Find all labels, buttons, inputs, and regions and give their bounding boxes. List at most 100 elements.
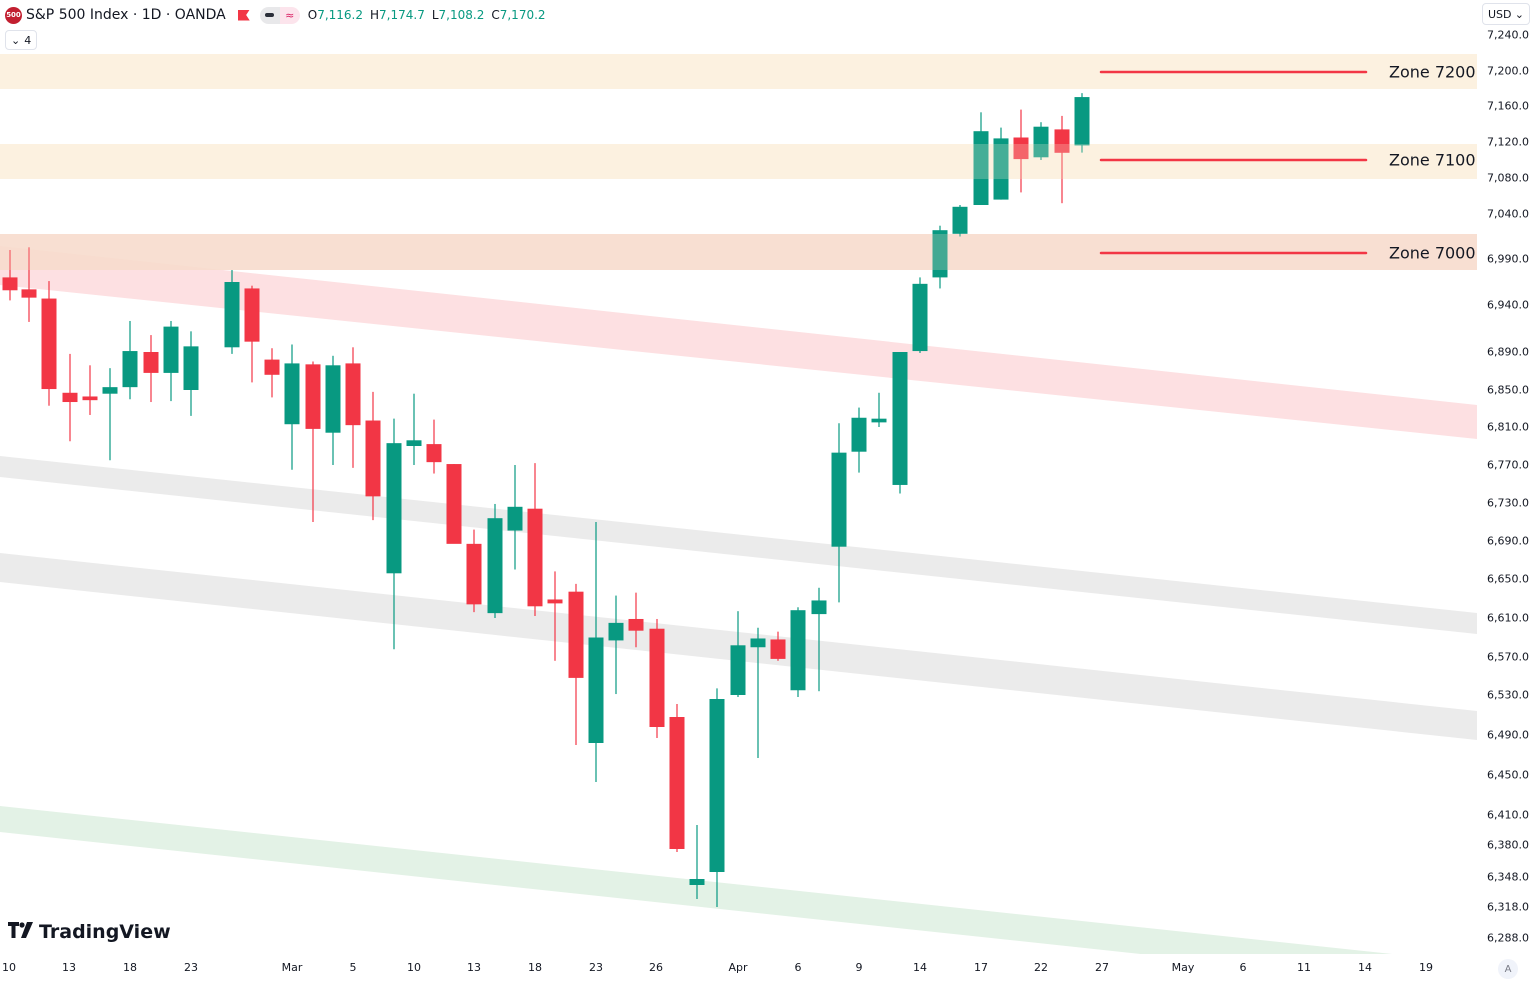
candle[interactable] — [1033, 122, 1049, 160]
candle[interactable] — [628, 592, 644, 648]
price-tick-label: 6,690.0 — [1487, 534, 1529, 548]
candle[interactable] — [568, 583, 584, 745]
candle[interactable] — [406, 393, 422, 465]
candle[interactable] — [41, 281, 57, 406]
tradingview-logo[interactable]: TradingView — [8, 921, 171, 943]
candle[interactable] — [426, 419, 442, 474]
candle[interactable] — [1074, 93, 1090, 153]
candle[interactable] — [62, 353, 78, 442]
price-tick-label: 7,240.0 — [1487, 28, 1529, 42]
candle[interactable] — [183, 331, 199, 416]
candle[interactable] — [264, 348, 280, 398]
candle[interactable] — [871, 392, 887, 427]
candle-body — [770, 639, 786, 659]
time-tick-label: 22 — [1034, 961, 1048, 974]
tradingview-wordmark: TradingView — [39, 921, 171, 943]
tradingview-mark-icon — [8, 921, 34, 943]
candle[interactable] — [608, 595, 624, 695]
candle[interactable] — [143, 335, 159, 403]
candle[interactable] — [831, 423, 847, 603]
candle[interactable] — [2, 250, 18, 301]
candle[interactable] — [750, 627, 766, 758]
time-tick-label: 14 — [1358, 961, 1372, 974]
candle[interactable] — [1013, 109, 1029, 193]
candle[interactable] — [21, 247, 37, 322]
candle[interactable] — [446, 464, 462, 544]
candle[interactable] — [892, 352, 908, 494]
currency-select[interactable]: USD ⌄ — [1482, 3, 1530, 25]
candle[interactable] — [973, 112, 989, 205]
zone-band-7100[interactable] — [0, 144, 1477, 179]
candle[interactable] — [669, 704, 685, 852]
candle[interactable] — [689, 825, 705, 899]
candle[interactable] — [851, 407, 867, 473]
candle[interactable] — [305, 361, 321, 523]
resistance-channel-band[interactable] — [0, 246, 1477, 439]
candle[interactable] — [224, 270, 240, 354]
candle[interactable] — [527, 463, 543, 617]
candle-body — [709, 699, 725, 872]
candle-body — [973, 131, 989, 205]
candle[interactable] — [365, 391, 381, 521]
price-tick-label: 6,770.0 — [1487, 458, 1529, 472]
candle[interactable] — [345, 347, 361, 468]
auto-scale-button[interactable]: A — [1498, 959, 1518, 979]
candle[interactable] — [790, 607, 806, 697]
candle[interactable] — [770, 631, 786, 661]
candle[interactable] — [993, 127, 1009, 200]
candle[interactable] — [952, 205, 968, 237]
candle-body — [365, 420, 381, 497]
candle[interactable] — [325, 355, 341, 465]
candle[interactable] — [122, 320, 138, 400]
candle-body — [102, 387, 118, 394]
candle-body — [386, 443, 402, 574]
symbol-title[interactable]: S&P 500 Index · 1D · OANDA — [26, 7, 226, 23]
candle[interactable] — [507, 465, 523, 570]
channel-upper-band[interactable] — [0, 456, 1477, 634]
candle[interactable] — [1054, 115, 1070, 204]
candle[interactable] — [244, 285, 260, 383]
candle[interactable] — [547, 571, 563, 661]
candle-body — [871, 418, 887, 423]
time-tick-label: 10 — [2, 961, 16, 974]
candle[interactable] — [487, 503, 503, 618]
candle-body — [892, 352, 908, 485]
approx-icon[interactable]: ≈ — [279, 6, 300, 24]
chevron-down-icon: ⌄ — [11, 33, 21, 47]
candle[interactable] — [82, 365, 98, 415]
candle[interactable] — [163, 320, 179, 402]
candle-body — [466, 543, 482, 605]
candle[interactable] — [386, 418, 402, 650]
candle[interactable] — [102, 368, 118, 461]
time-tick-label: 14 — [913, 961, 927, 974]
minus-icon[interactable] — [259, 6, 280, 24]
candle[interactable] — [709, 688, 725, 907]
candle[interactable] — [730, 611, 746, 697]
indicators-collapse-button[interactable]: ⌄ 4 — [5, 30, 38, 50]
time-tick-label: 18 — [528, 961, 542, 974]
candle[interactable] — [649, 618, 665, 738]
ohlc-key: C — [491, 8, 500, 22]
candle[interactable] — [588, 522, 604, 782]
candle-body — [952, 206, 968, 234]
candle[interactable] — [466, 529, 482, 613]
indicator-toggle-pill[interactable]: ≈ — [259, 6, 300, 24]
ohlc-o: O7,116.2 — [308, 8, 363, 22]
candle-body — [547, 599, 563, 604]
flag-icon[interactable] — [237, 9, 250, 21]
candle[interactable] — [932, 225, 948, 289]
symbol-logo-icon[interactable]: 500 — [5, 6, 22, 24]
candle[interactable] — [284, 344, 300, 470]
candle-body — [608, 622, 624, 641]
ohlc-key: H — [370, 8, 380, 22]
candle-body — [993, 138, 1009, 200]
candle[interactable] — [912, 277, 928, 353]
price-tick-label: 6,490.0 — [1487, 728, 1529, 742]
candle[interactable] — [811, 587, 827, 692]
ohlc-l: L7,108.2 — [432, 8, 485, 22]
price-tick-label: 6,990.0 — [1487, 252, 1529, 266]
candle-body — [406, 440, 422, 446]
candle-body — [750, 638, 766, 648]
support-channel-band[interactable] — [0, 806, 1477, 981]
